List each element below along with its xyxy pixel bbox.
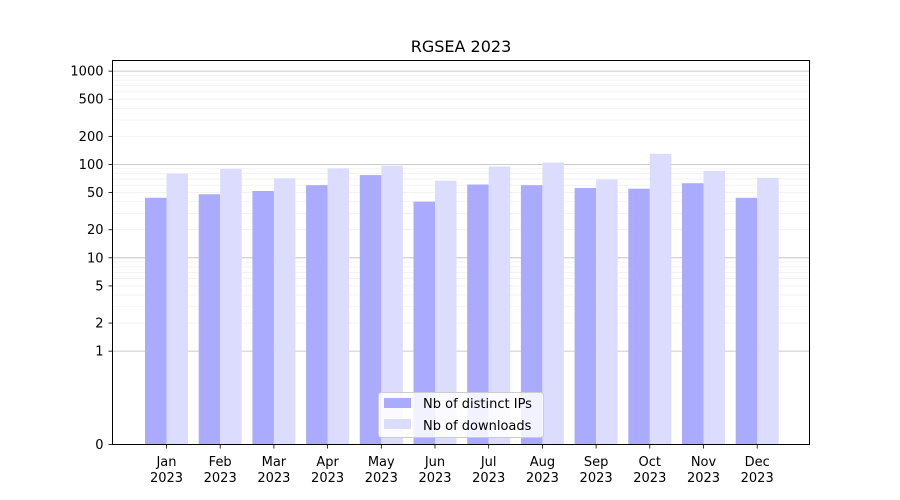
bar-distinct-ips xyxy=(520,185,543,445)
x-tick-label-month: Apr xyxy=(316,455,339,470)
bar-distinct-ips xyxy=(252,190,274,445)
x-tick-label-month: Dec xyxy=(745,455,770,470)
bar-distinct-ips xyxy=(682,183,704,445)
bars xyxy=(145,153,779,445)
bar-distinct-ips xyxy=(574,187,597,445)
legend-swatch-ips xyxy=(384,398,411,408)
bar-distinct-ips xyxy=(628,188,650,445)
legend: Nb of distinct IPs Nb of downloads xyxy=(378,392,544,438)
bar-distinct-ips xyxy=(306,185,328,445)
x-tick-label-month: May xyxy=(368,455,395,470)
bar-downloads xyxy=(273,178,296,445)
bar-distinct-ips xyxy=(145,197,167,445)
chart-title: RGSEA 2023 xyxy=(411,37,512,56)
bar-downloads xyxy=(703,171,725,445)
x-tick-label-month: Sep xyxy=(584,455,609,470)
x-tick-label-month: Feb xyxy=(209,455,232,470)
y-tick-label: 500 xyxy=(79,93,104,108)
x-tick-label-year: 2023 xyxy=(633,471,666,486)
y-tick-label: 1 xyxy=(95,345,103,360)
bar-distinct-ips xyxy=(413,201,435,445)
y-tick-label: 200 xyxy=(79,130,104,145)
x-tick-label-year: 2023 xyxy=(526,471,559,486)
bar-downloads xyxy=(220,168,242,445)
x-tick-label-year: 2023 xyxy=(687,471,720,486)
y-tick-label: 50 xyxy=(87,186,104,201)
x-tick-label-month: Mar xyxy=(262,455,287,470)
bar-distinct-ips xyxy=(467,184,489,445)
x-tick-label-year: 2023 xyxy=(365,471,398,486)
x-tick-label-year: 2023 xyxy=(150,471,183,486)
bar-downloads xyxy=(757,177,779,445)
plot-frame xyxy=(112,60,810,445)
bar-distinct-ips xyxy=(359,175,382,445)
bar-downloads xyxy=(166,173,188,445)
x-tick-label-year: 2023 xyxy=(418,471,451,486)
y-tick-label: 5 xyxy=(95,279,103,294)
y-tick-label: 1000 xyxy=(70,65,103,80)
legend-label-downloads: Nb of downloads xyxy=(423,419,532,434)
x-tick-label-year: 2023 xyxy=(472,471,505,486)
bar-downloads xyxy=(381,165,403,445)
x-tick-label-month: Jul xyxy=(480,455,497,470)
bar-downloads xyxy=(542,162,564,445)
x-tick-label-year: 2023 xyxy=(580,471,613,486)
y-axis: 0 1 2 5 10 20 50 100 200 500 1000 xyxy=(70,65,113,453)
y-tick-label: 0 xyxy=(95,438,103,453)
legend-swatch-downloads xyxy=(384,419,411,429)
x-axis: Jan2023Feb2023Mar2023Apr2023May2023Jun20… xyxy=(150,444,774,486)
x-tick-label-year: 2023 xyxy=(204,471,237,486)
x-tick-label-year: 2023 xyxy=(257,471,290,486)
y-tick-label: 100 xyxy=(79,158,104,173)
legend-label-ips: Nb of distinct IPs xyxy=(423,397,532,412)
x-tick-label-month: Nov xyxy=(691,455,717,470)
x-tick-label-month: Jan xyxy=(155,455,176,470)
x-tick-label-month: Jun xyxy=(424,455,445,470)
bar-distinct-ips xyxy=(735,197,758,445)
x-tick-label-month: Aug xyxy=(530,455,555,470)
y-tick-label: 10 xyxy=(87,251,104,266)
x-tick-label-year: 2023 xyxy=(741,471,774,486)
y-tick-label: 2 xyxy=(95,317,103,332)
bar-downloads xyxy=(488,166,511,445)
legend-box xyxy=(378,392,544,438)
bar-distinct-ips xyxy=(198,194,221,445)
bar-downloads xyxy=(649,153,672,445)
x-tick-label-month: Oct xyxy=(639,455,661,470)
y-tick-label: 20 xyxy=(87,223,104,238)
bar-downloads xyxy=(435,180,457,445)
bar-downloads xyxy=(596,179,618,445)
bar-downloads xyxy=(327,168,350,445)
x-tick-label-year: 2023 xyxy=(311,471,344,486)
